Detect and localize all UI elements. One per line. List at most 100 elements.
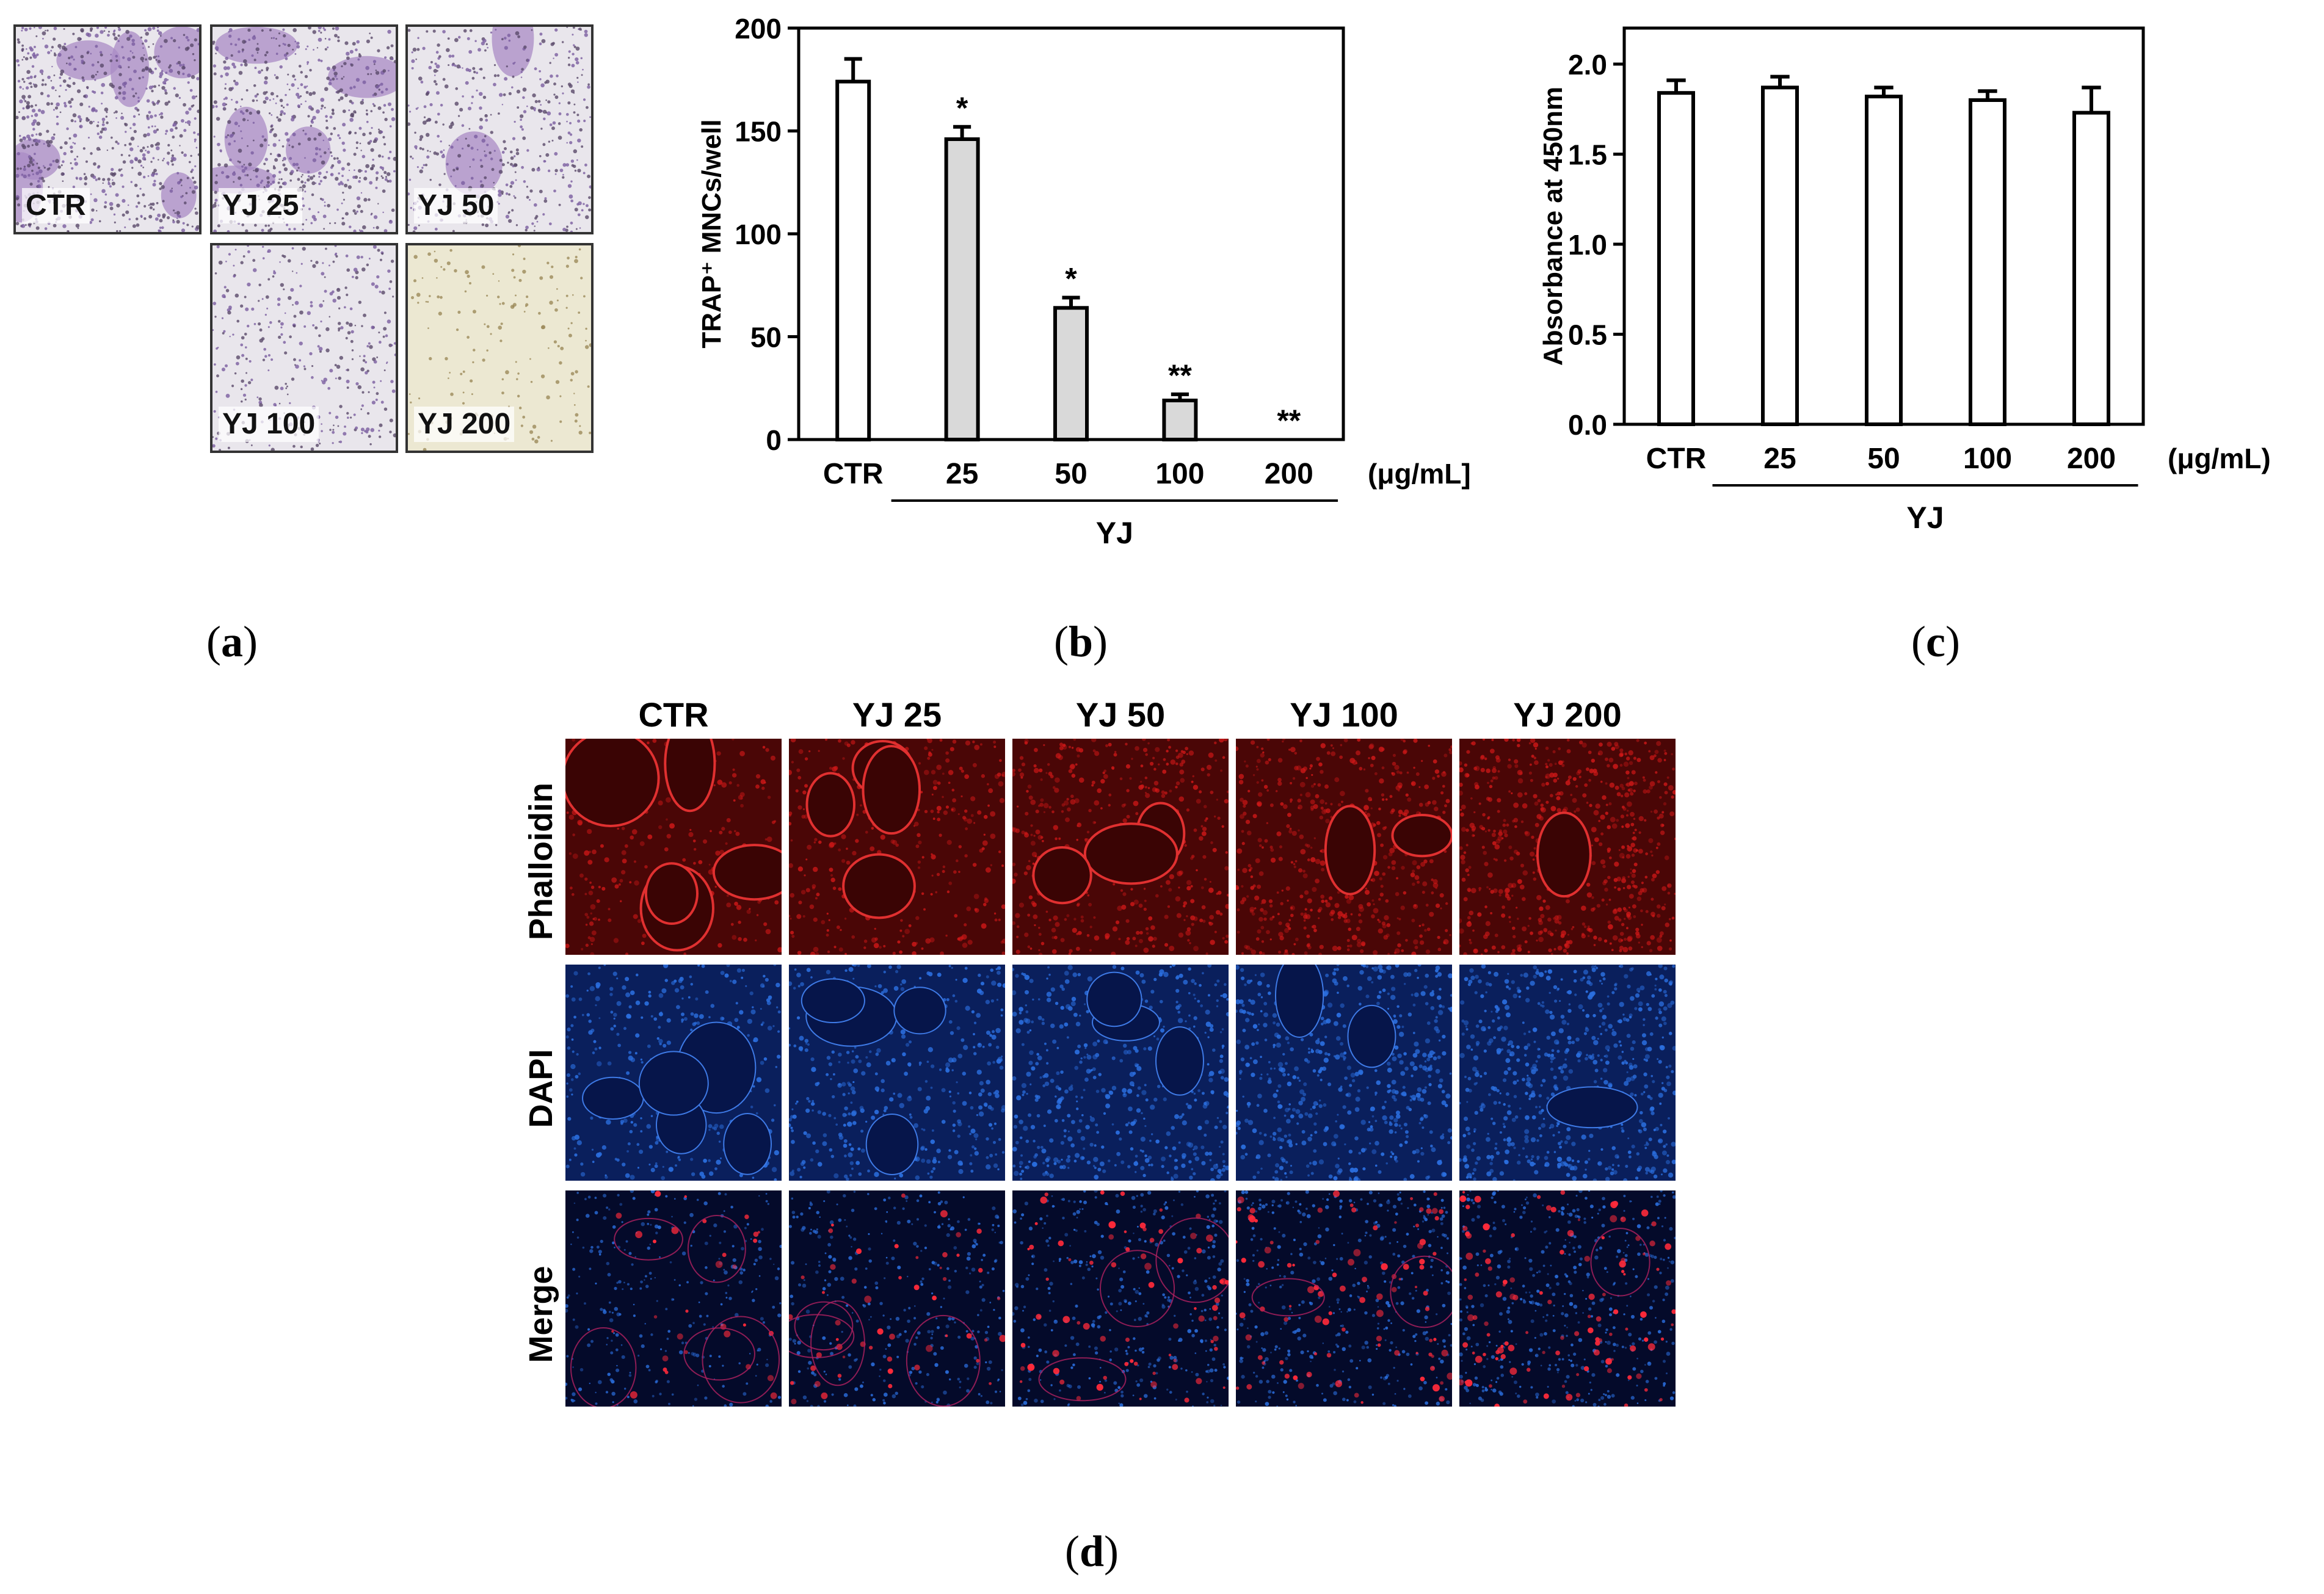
actin-speck [999,759,1002,763]
actin-speck [1661,811,1665,814]
cell-dot [538,311,541,315]
cell-dot [180,195,183,198]
cell-dot [37,179,40,183]
actin-speck [1460,812,1464,817]
nucleus [654,1164,658,1168]
actin-speck [1187,939,1190,942]
actin-speck [982,840,988,846]
nucleus [570,1024,574,1027]
cell-dot [343,62,347,65]
actin-speck [921,947,924,950]
actin-speck [1268,899,1273,904]
cell-dot [386,46,390,49]
cell-dot [329,115,333,119]
cell-dot [283,181,287,186]
actin-speck [1298,806,1300,810]
cell-dot [115,110,118,114]
actin-speck [596,899,600,904]
cell-dot [344,286,347,289]
actin-speck [1139,930,1143,935]
cell-dot [35,226,40,230]
actin-speck [1627,935,1633,941]
cell-dot [191,104,194,108]
cell-dot [115,140,118,143]
actin-speck [1313,837,1316,839]
actin-speck [833,766,838,770]
cell-dot [27,155,32,159]
actin-speck [1419,934,1423,938]
cell-dot [338,327,341,330]
cell-dot [165,129,169,133]
actin-speck [1493,830,1496,833]
cell-dot [387,29,391,34]
cell-dot [260,181,263,184]
cell-dot [385,334,388,338]
cell-dot [97,121,100,123]
nucleus [594,1047,598,1051]
actin-speck [1616,819,1619,822]
cell-dot [197,43,199,46]
actin-speck [1190,899,1195,904]
cell-dot [318,334,321,338]
cell-dot [65,89,67,91]
cell-dot [362,225,366,230]
actin-speck [962,943,968,948]
actin-speck [572,833,575,836]
actin-speck [1494,933,1498,938]
cell-dot [120,153,123,156]
cell-dot [508,211,510,214]
actin-speck [1320,894,1324,899]
cell-dot [35,35,38,37]
cell-dot [332,299,336,303]
cell-dot [194,38,197,42]
cell-dot [379,435,382,438]
actin-speck [1509,921,1511,923]
actin-speck [1367,902,1371,907]
cell-dot [419,135,424,139]
actin-speck [998,850,1001,853]
actin-speck [1550,952,1553,955]
cell-dot [224,364,228,368]
cell-dot [230,54,233,57]
cell-dot [534,67,537,71]
cell-dot [569,133,573,136]
cell-dot [486,143,489,147]
cell-dot [369,443,372,446]
cell-dot [327,46,329,49]
cell-dot [479,159,482,162]
cell-dot [316,109,320,114]
cell-dot [266,307,269,310]
nucleus [664,979,668,982]
cell-dot [554,151,558,156]
actin-speck [797,951,802,955]
cell-dot [515,179,517,181]
actin-speck [942,795,944,799]
actin-speck [1310,766,1313,768]
cell-dot [159,226,162,229]
cell-dot [292,132,296,137]
actin-speck [1486,886,1489,889]
actin-speck [1581,932,1585,936]
actin-speck [1236,908,1240,911]
actin-speck [1648,750,1651,753]
cell-dot [341,141,345,145]
actin-speck [808,750,811,753]
cell-dot [552,42,555,45]
cell-dot [245,229,249,232]
actin-speck [1378,920,1381,923]
actin-speck [1368,757,1370,759]
fluorescence-image-phalloidin-5 [1459,739,1676,955]
actin-speck [1030,824,1033,827]
actin-speck [1312,924,1316,929]
cell-dot [335,27,340,31]
actin-speck [1412,882,1415,886]
nucleus [612,971,617,976]
cell-dot [514,120,516,123]
actin-speck [1614,785,1619,790]
cell-dot [353,153,357,156]
cell-dot [144,39,148,43]
actin-speck [1630,811,1635,817]
cell-dot [44,83,47,86]
actin-speck [1208,752,1214,758]
cell-dot [101,82,106,87]
